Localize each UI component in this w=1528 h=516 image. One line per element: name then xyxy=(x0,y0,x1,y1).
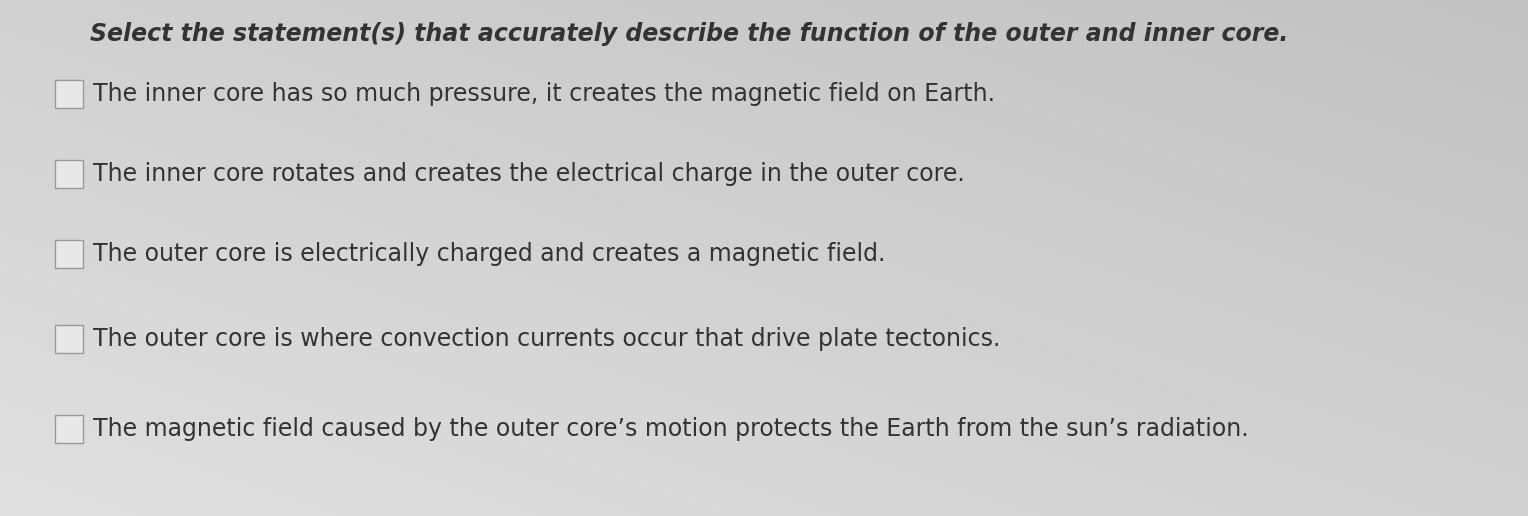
Bar xyxy=(55,415,83,443)
Text: The outer core is where convection currents occur that drive plate tectonics.: The outer core is where convection curre… xyxy=(93,327,1001,351)
Bar xyxy=(55,325,83,353)
Text: The inner core rotates and creates the electrical charge in the outer core.: The inner core rotates and creates the e… xyxy=(93,162,964,186)
Bar xyxy=(55,80,83,108)
Text: The inner core has so much pressure, it creates the magnetic field on Earth.: The inner core has so much pressure, it … xyxy=(93,82,995,106)
Text: The magnetic field caused by the outer core’s motion protects the Earth from the: The magnetic field caused by the outer c… xyxy=(93,417,1248,441)
Bar xyxy=(55,240,83,268)
Text: The outer core is electrically charged and creates a magnetic field.: The outer core is electrically charged a… xyxy=(93,242,885,266)
Text: Select the statement(s) that accurately describe the function of the outer and i: Select the statement(s) that accurately … xyxy=(90,22,1288,46)
Bar xyxy=(55,160,83,188)
